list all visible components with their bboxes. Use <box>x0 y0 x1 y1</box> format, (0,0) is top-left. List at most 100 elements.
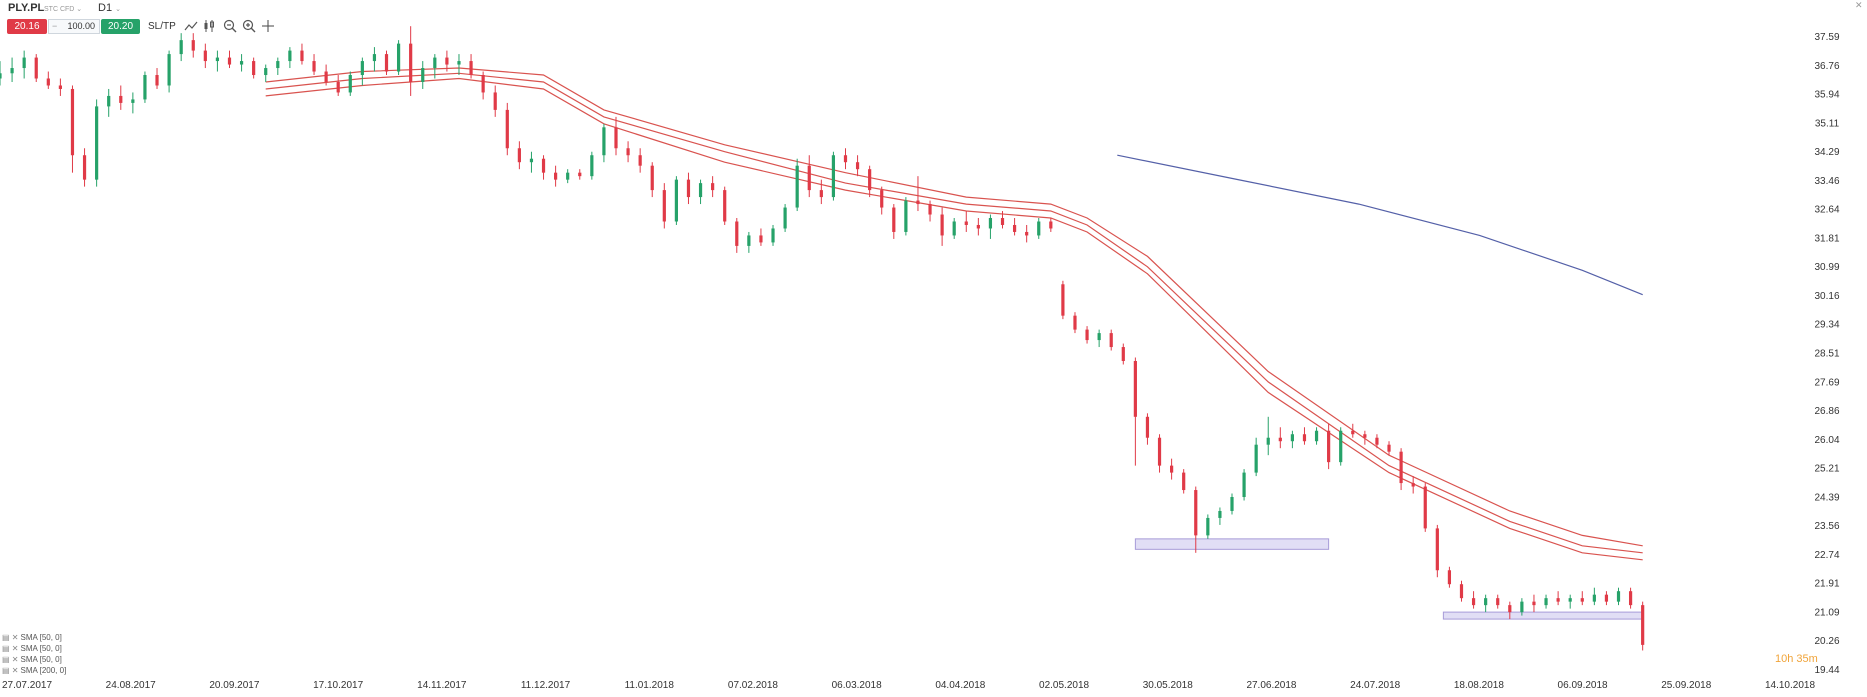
candle-body <box>541 158 546 173</box>
candle-body <box>759 235 763 243</box>
candle-body <box>1182 472 1186 491</box>
close-icon[interactable]: ▤ ✕ <box>2 666 19 675</box>
candle-body <box>1387 444 1391 452</box>
symbol-label[interactable]: PLY.PL <box>8 2 45 14</box>
zoom-out-icon[interactable] <box>222 18 238 34</box>
candle-body <box>1447 570 1452 585</box>
x-tick-label: 24.07.2018 <box>1350 680 1400 691</box>
candle-body <box>1628 591 1633 606</box>
zoom-in-icon[interactable] <box>241 18 257 34</box>
indicator-label: SMA [50, 0] <box>20 655 62 664</box>
candle-body <box>288 50 292 62</box>
candle-body <box>795 165 799 208</box>
candle-body <box>855 162 860 170</box>
candle-body <box>396 43 401 72</box>
close-icon[interactable]: ▤ ✕ <box>2 633 19 642</box>
minus-icon[interactable]: − <box>52 21 58 31</box>
candle-body <box>1025 231 1029 236</box>
candle-body <box>638 155 642 166</box>
indicator-item[interactable]: ▤ ✕ SMA [50, 0] <box>2 654 66 665</box>
candle-body <box>614 127 618 149</box>
candle-body <box>1302 434 1307 442</box>
candle-body <box>82 155 87 180</box>
candle-body <box>662 190 666 222</box>
candle-body <box>409 43 413 82</box>
indicator-label: SMA [50, 0] <box>20 633 62 642</box>
candle-body <box>1544 598 1548 606</box>
candle-body <box>445 57 449 65</box>
y-tick-label: 37.59 <box>1814 32 1839 43</box>
candlestick-icon[interactable] <box>202 18 218 34</box>
chevron-down-icon[interactable]: ⌄ <box>76 6 83 13</box>
line-chart-icon[interactable] <box>183 18 199 34</box>
candle-body <box>783 207 787 229</box>
sltp-button[interactable]: SL/TP <box>148 21 176 32</box>
candle-body <box>384 54 389 72</box>
candle-body <box>904 200 908 232</box>
candle-body <box>155 75 159 86</box>
candle-body <box>1435 528 1439 571</box>
candle-body <box>264 68 268 76</box>
candle-body <box>747 235 751 246</box>
candle-body <box>1254 444 1258 473</box>
crosshair-icon[interactable] <box>260 18 276 34</box>
candle-body <box>203 50 207 62</box>
timeframe-selector[interactable]: D1 ⌄ <box>98 2 121 14</box>
close-icon[interactable]: ✕ <box>1855 0 1863 10</box>
y-tick-label: 33.46 <box>1814 176 1839 187</box>
candle-body <box>1000 218 1005 225</box>
candle-body <box>1230 497 1234 511</box>
candle-body <box>517 148 521 163</box>
candle-body <box>590 155 594 177</box>
candle-body <box>312 61 316 72</box>
x-tick-label: 07.02.2018 <box>728 680 778 691</box>
candle-body <box>1109 333 1113 348</box>
close-icon[interactable]: ▤ ✕ <box>2 655 19 664</box>
candle-body <box>1423 486 1427 529</box>
candle-body <box>505 109 509 149</box>
quantity-input[interactable]: 100.00 <box>48 19 100 34</box>
y-tick-label: 30.16 <box>1814 291 1839 302</box>
x-tick-label: 25.09.2018 <box>1661 680 1711 691</box>
candle-body <box>868 169 872 191</box>
y-tick-label: 28.51 <box>1814 349 1839 360</box>
indicator-legend: ▤ ✕ SMA [50, 0] ▤ ✕ SMA [50, 0] ▤ ✕ SMA [50… <box>2 632 66 676</box>
x-tick-label: 14.10.2018 <box>1765 680 1815 691</box>
y-tick-label: 20.26 <box>1814 636 1839 647</box>
candle-body <box>143 75 147 100</box>
candle-body <box>1157 437 1162 466</box>
support-zone <box>1442 611 1644 620</box>
x-tick-label: 02.05.2018 <box>1039 680 1089 691</box>
candle-body <box>167 54 171 86</box>
indicator-item[interactable]: ▤ ✕ SMA [50, 0] <box>2 632 66 643</box>
candle-body <box>1290 434 1294 442</box>
indicator-label: SMA [50, 0] <box>20 644 62 653</box>
x-tick-label: 30.05.2018 <box>1143 680 1193 691</box>
candle-body <box>1520 601 1524 613</box>
candle-body <box>1327 430 1331 463</box>
candle-body <box>95 106 99 180</box>
candle-body <box>698 183 703 198</box>
candle-body <box>964 221 968 225</box>
candle-body <box>1568 598 1572 602</box>
candle-body <box>843 155 848 163</box>
candle-body <box>1616 591 1621 602</box>
candle-body <box>1085 329 1089 341</box>
x-tick-label: 27.06.2018 <box>1246 680 1296 691</box>
candle-body <box>988 218 993 229</box>
candle-body <box>421 68 425 82</box>
buy-button[interactable]: 20.20 <box>101 19 140 34</box>
indicator-item[interactable]: ▤ ✕ SMA [200, 0] <box>2 665 66 676</box>
candle-body <box>940 214 944 236</box>
y-tick-label: 21.09 <box>1814 607 1839 618</box>
close-icon[interactable]: ▤ ✕ <box>2 644 19 653</box>
x-tick-label: 27.07.2017 <box>2 680 52 691</box>
candle-body <box>239 61 244 65</box>
indicator-item[interactable]: ▤ ✕ SMA [50, 0] <box>2 643 66 654</box>
sell-button[interactable]: 20.16 <box>7 19 47 34</box>
candle-body <box>10 68 14 74</box>
candle-body <box>554 172 558 180</box>
candle-body <box>602 127 606 156</box>
countdown-minutes: 35m <box>1796 653 1818 665</box>
